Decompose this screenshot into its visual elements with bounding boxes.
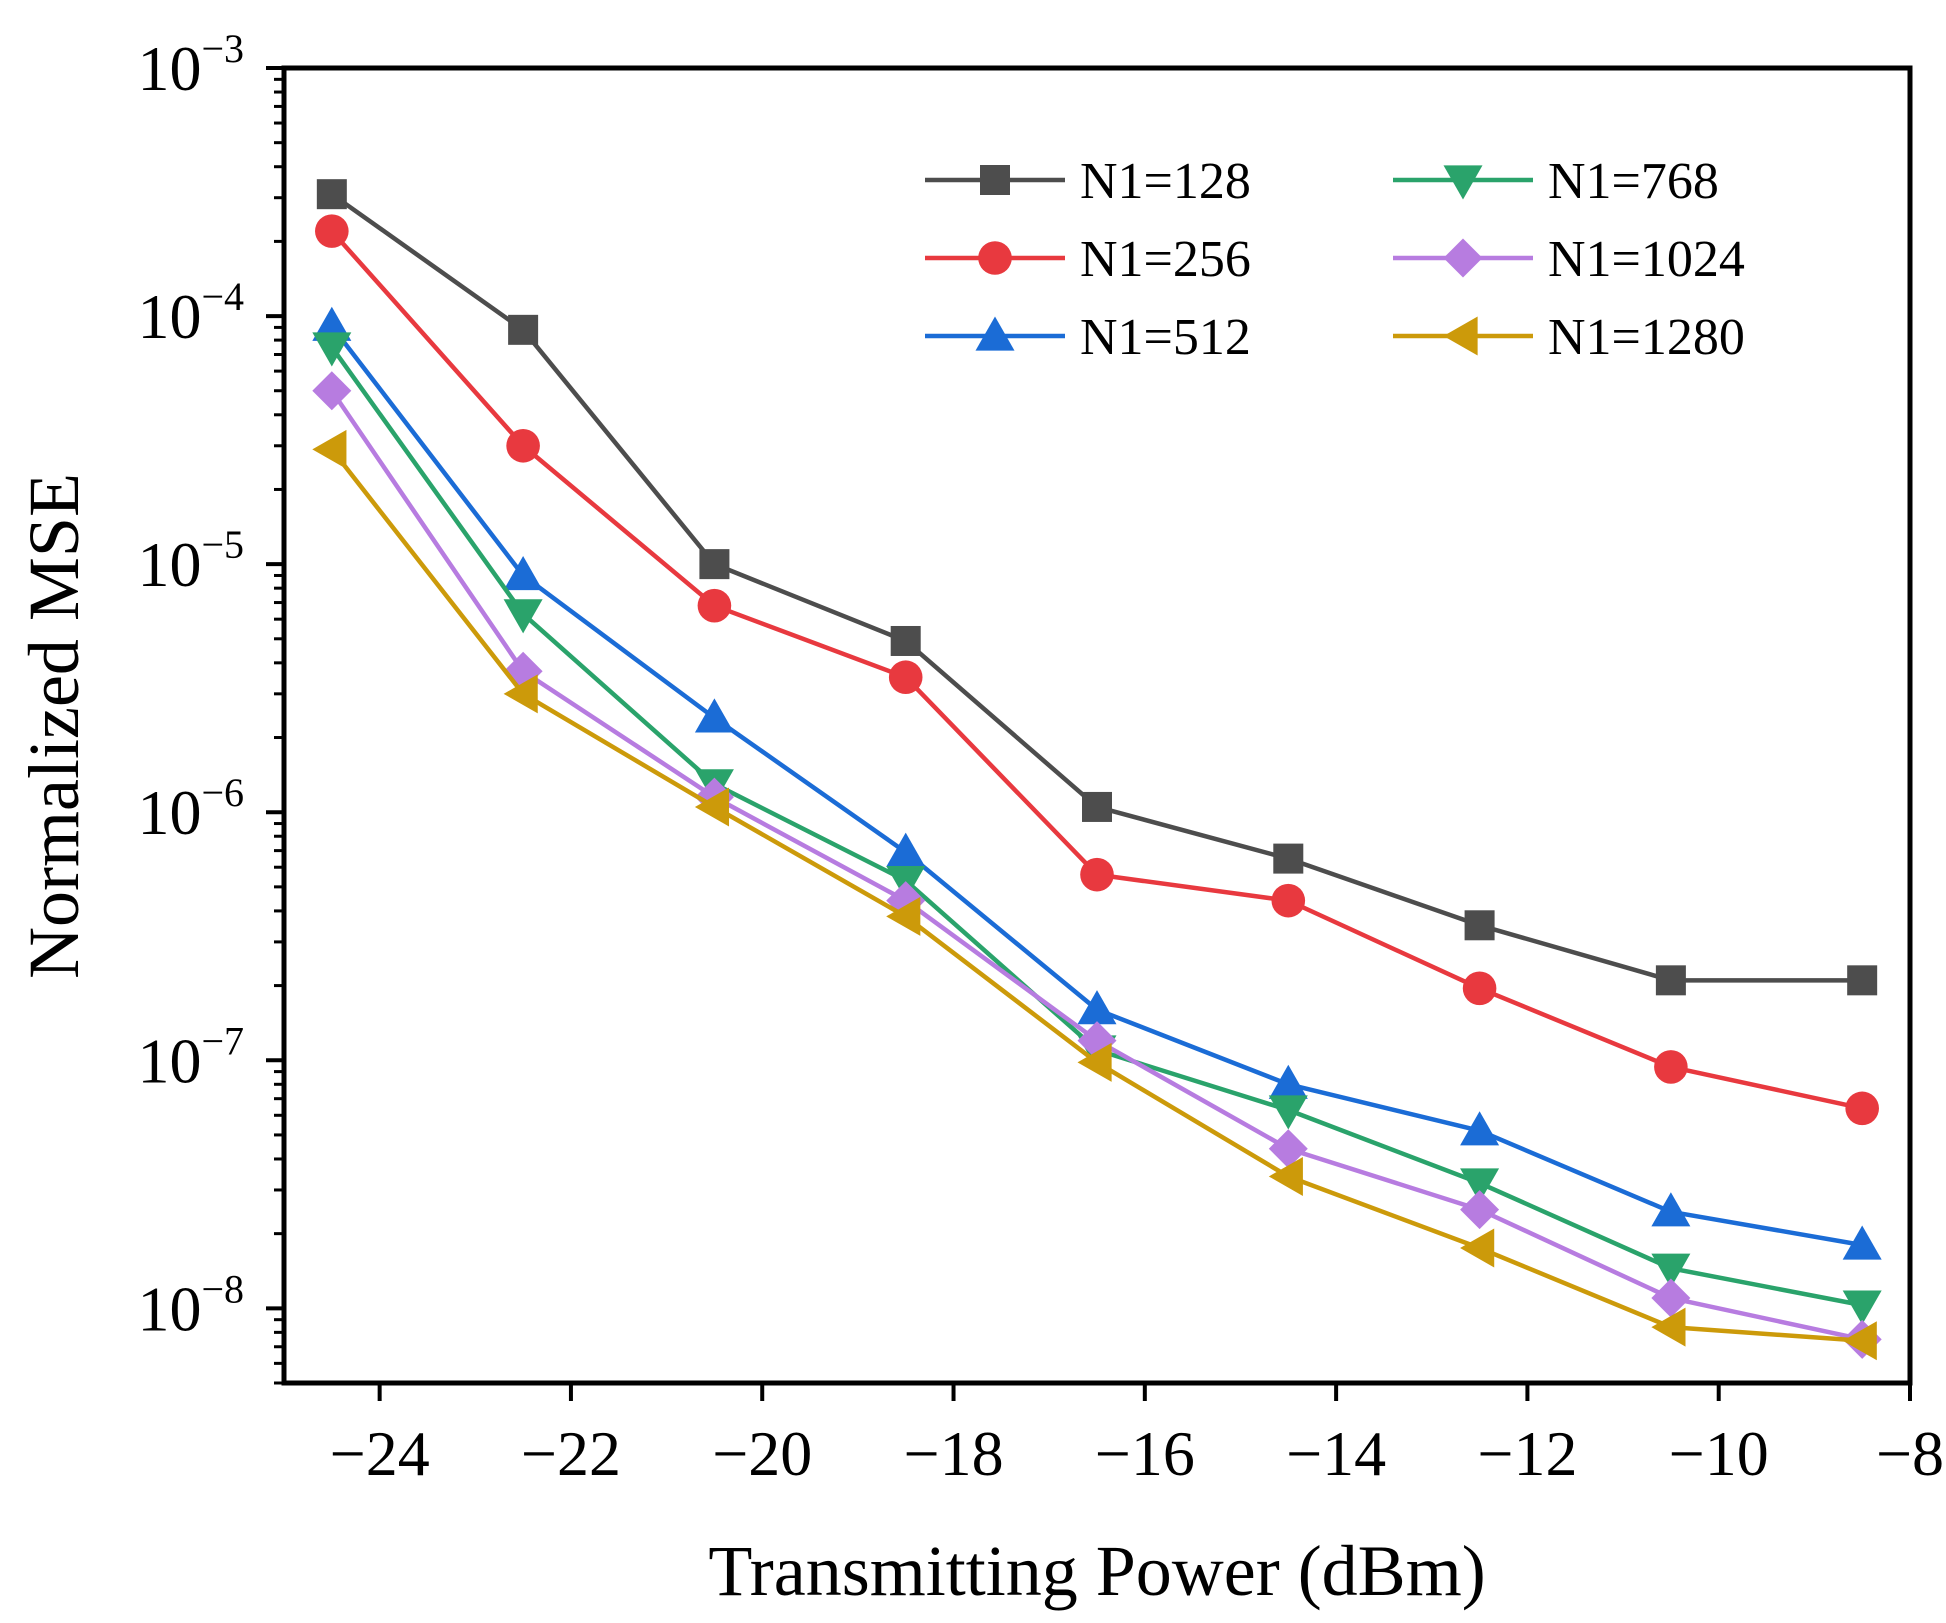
x-tick-label: −12 <box>1477 1418 1577 1489</box>
data-point <box>1273 843 1304 874</box>
data-point <box>888 660 923 695</box>
data-point <box>315 214 349 248</box>
legend-item: N1=1280 <box>1393 309 1745 366</box>
data-point <box>508 314 539 345</box>
data-point <box>503 555 543 591</box>
data-point <box>312 332 352 367</box>
legend-item: N1=1024 <box>1393 231 1745 288</box>
data-point <box>503 674 538 714</box>
data-point <box>1462 971 1497 1006</box>
y-tick-label: 10−6 <box>137 770 244 848</box>
x-axis-title: Transmitting Power (dBm) <box>708 1531 1485 1611</box>
legend-item: N1=128 <box>925 153 1251 210</box>
legend-label: N1=256 <box>1080 231 1251 288</box>
legend-marker <box>1443 238 1483 278</box>
legend-item: N1=768 <box>1393 153 1719 210</box>
data-point <box>1460 1111 1500 1146</box>
data-point <box>697 588 732 623</box>
y-tick-label: 10−8 <box>137 1266 244 1344</box>
legend-label: N1=1280 <box>1548 309 1745 366</box>
data-point <box>1651 1192 1691 1227</box>
data-point <box>1845 1091 1879 1126</box>
y-axis-title: Normalized MSE <box>14 473 94 979</box>
data-point <box>1842 1321 1877 1361</box>
series-layer <box>312 179 1882 1361</box>
data-point <box>694 787 730 827</box>
data-point <box>1077 1042 1112 1082</box>
data-point <box>1077 990 1117 1025</box>
data-point <box>886 832 926 867</box>
data-point <box>312 429 347 469</box>
y-tick-label: 10−7 <box>137 1018 244 1096</box>
legend-label: N1=1024 <box>1548 231 1745 288</box>
series-N1=1280 <box>312 429 1877 1361</box>
data-point <box>1082 791 1112 822</box>
legend-marker <box>1443 316 1478 356</box>
data-point <box>312 371 352 411</box>
data-point <box>1271 883 1306 918</box>
data-point <box>1268 1129 1308 1169</box>
data-point <box>1080 857 1114 892</box>
legend-label: N1=512 <box>1080 309 1251 366</box>
data-point <box>1655 965 1686 996</box>
data-point <box>1842 1290 1882 1325</box>
data-point <box>1651 1253 1691 1288</box>
data-point <box>1460 1228 1495 1268</box>
y-tick-label: 10−5 <box>137 522 244 600</box>
data-point <box>1460 1168 1500 1203</box>
data-point <box>503 599 543 634</box>
data-point <box>1651 1278 1691 1318</box>
x-tick-label: −14 <box>1286 1418 1386 1489</box>
legend-marker <box>978 241 1012 275</box>
legend-marker <box>1443 165 1483 200</box>
y-axis: 10−3 10−4 10−5 10−6 10−7 10−8 <box>137 26 284 1385</box>
data-point <box>1651 1307 1686 1347</box>
plot-frame <box>281 65 1913 1386</box>
legend-item: N1=256 <box>925 231 1251 288</box>
series-N1=256 <box>315 214 1879 1126</box>
data-point <box>1842 1225 1882 1260</box>
data-point <box>1847 965 1878 996</box>
data-point <box>1460 1190 1500 1230</box>
data-point <box>312 306 352 341</box>
data-point <box>1268 1156 1303 1196</box>
x-tick-label: −24 <box>330 1418 430 1489</box>
x-tick-label: −18 <box>903 1418 1003 1489</box>
data-point <box>316 179 347 210</box>
legend-marker <box>975 316 1015 351</box>
data-point <box>886 896 921 936</box>
y-tick-label: 10−3 <box>137 26 244 104</box>
x-axis: −24 −22 −20 −18 −16 −14 −12 −10 −8 <box>330 1383 1944 1489</box>
data-point <box>1654 1050 1688 1084</box>
legend-item: N1=512 <box>925 309 1251 366</box>
x-tick-label: −10 <box>1669 1418 1769 1489</box>
data-point <box>699 549 730 580</box>
x-tick-label: −8 <box>1876 1418 1944 1489</box>
series-N1=512 <box>312 306 1882 1260</box>
data-point <box>890 625 921 656</box>
x-tick-label: −20 <box>712 1418 812 1489</box>
legend-label: N1=128 <box>1080 153 1251 210</box>
y-tick-label: 10−4 <box>137 274 244 352</box>
legend: N1=128 N1=256 N1=512 N1=768 N1=1024 N1=1280 <box>925 153 1745 366</box>
series-N1=128 <box>316 179 1878 996</box>
data-point <box>1268 1064 1308 1099</box>
legend-marker <box>980 165 1010 195</box>
data-point <box>506 428 540 463</box>
data-point <box>694 698 734 733</box>
data-point <box>1268 1095 1308 1130</box>
legend-label: N1=768 <box>1548 153 1719 210</box>
data-point <box>1464 910 1495 941</box>
x-tick-label: −22 <box>521 1418 621 1489</box>
x-tick-label: −16 <box>1095 1418 1195 1489</box>
